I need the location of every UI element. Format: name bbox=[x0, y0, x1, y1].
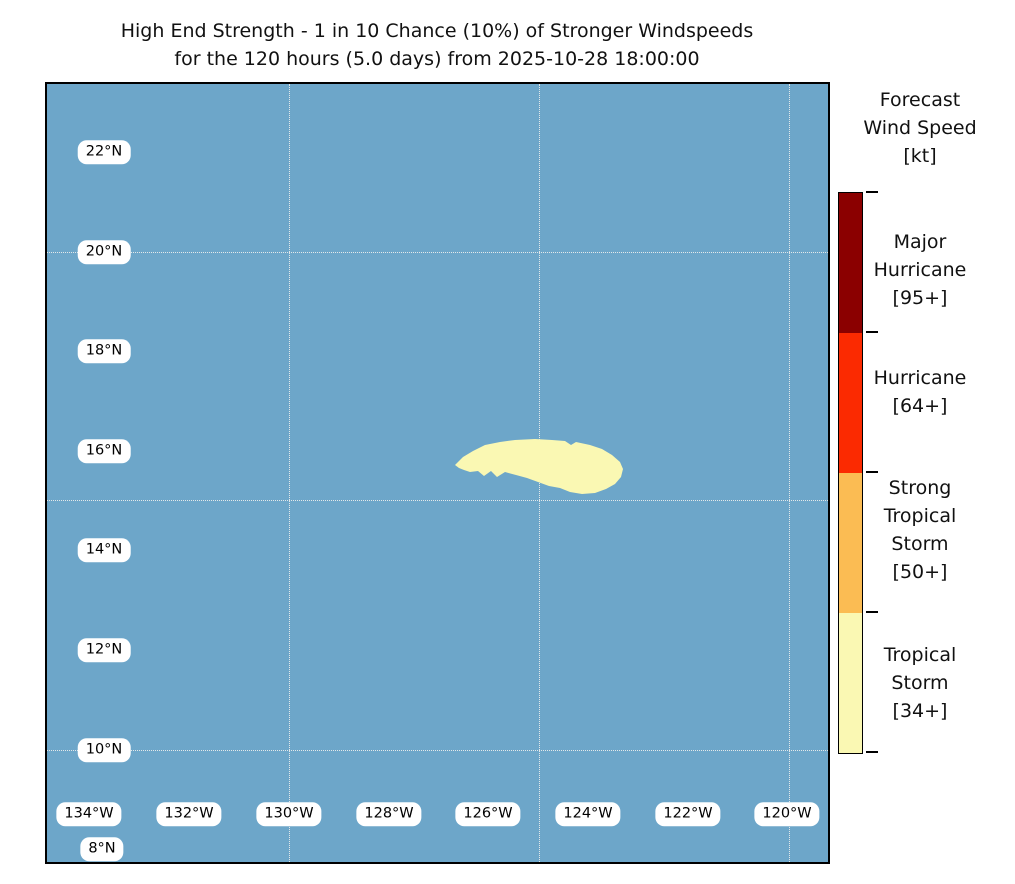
lat-label-14n: 14°N bbox=[77, 538, 131, 562]
colorbar-segment-hurricane bbox=[839, 333, 862, 473]
lat-label-10n: 10°N bbox=[77, 738, 131, 762]
map-canvas: 22°N 20°N 18°N 16°N 14°N 12°N 10°N 8°N 1… bbox=[45, 82, 830, 864]
colorbar-segment-strong-tropical-storm bbox=[839, 473, 862, 613]
legend-label-strong-tropical-storm: Strong Tropical Storm [50+] bbox=[883, 477, 957, 583]
lon-label-132w: 132°W bbox=[156, 802, 222, 826]
lat-label-22n: 22°N bbox=[77, 140, 131, 164]
legend-label-major-hurricane: Major Hurricane [95+] bbox=[873, 231, 967, 309]
chart-title: High End Strength - 1 in 10 Chance (10%)… bbox=[121, 17, 754, 73]
legend-title-line2: Wind Speed bbox=[863, 117, 977, 139]
lat-label-18n: 18°N bbox=[77, 339, 131, 363]
lon-label-122w: 122°W bbox=[655, 802, 721, 826]
colorbar-tick bbox=[866, 471, 878, 474]
gridline-lat-20n bbox=[47, 252, 828, 253]
legend-title: Forecast Wind Speed [kt] bbox=[863, 86, 976, 170]
lat-label-8n: 8°N bbox=[80, 837, 124, 861]
gridline-lon-130w bbox=[289, 84, 290, 862]
colorbar-segment-major-hurricane bbox=[839, 193, 862, 333]
legend-label-tropical-storm: Tropical Storm [34+] bbox=[883, 644, 957, 722]
gridline-lat-10n bbox=[47, 750, 828, 751]
gridline-lon-120w bbox=[789, 84, 790, 862]
colorbar-tick bbox=[866, 331, 878, 334]
legend-label-hurricane: Hurricane [64+] bbox=[873, 367, 967, 417]
chart-title-line2: for the 120 hours (5.0 days) from 2025-1… bbox=[174, 48, 700, 70]
tropical-storm-region bbox=[455, 439, 623, 494]
lon-label-134w: 134°W bbox=[56, 802, 122, 826]
colorbar-tick bbox=[866, 751, 878, 754]
colorbar-tick bbox=[866, 191, 878, 194]
lat-label-12n: 12°N bbox=[77, 638, 131, 662]
colorbar-segment-tropical-storm bbox=[839, 613, 862, 753]
colorbar bbox=[838, 192, 863, 754]
legend-title-line3: [kt] bbox=[903, 145, 937, 167]
lat-label-20n: 20°N bbox=[77, 240, 131, 264]
lon-label-128w: 128°W bbox=[356, 802, 422, 826]
colorbar-tick bbox=[866, 611, 878, 614]
lon-label-124w: 124°W bbox=[555, 802, 621, 826]
lat-label-16n: 16°N bbox=[77, 439, 131, 463]
chart-title-line1: High End Strength - 1 in 10 Chance (10%)… bbox=[120, 20, 754, 42]
storm-probability-region-svg bbox=[455, 439, 623, 494]
lon-label-130w: 130°W bbox=[256, 802, 322, 826]
lon-label-120w: 120°W bbox=[754, 802, 820, 826]
gridline-lat-15n bbox=[47, 500, 828, 501]
legend-title-line1: Forecast bbox=[879, 89, 961, 111]
lon-label-126w: 126°W bbox=[455, 802, 521, 826]
